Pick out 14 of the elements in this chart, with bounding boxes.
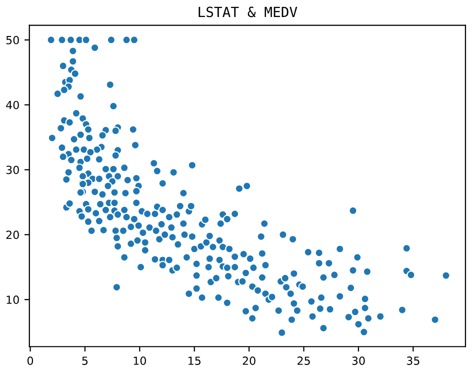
y-tick-label: 20 [6, 230, 19, 240]
chart-title: LSTAT & MEDV [198, 6, 298, 18]
y-tick-label: 50 [6, 36, 19, 44]
x-tick-label: 25 [298, 356, 310, 365]
x-tick-label: 30 [352, 356, 365, 365]
x-tick-label: 35 [406, 356, 420, 365]
x-tick-label: 0 [27, 356, 34, 365]
y-tick-label: 10 [6, 296, 19, 304]
x-tick-label: 15 [188, 356, 200, 365]
y-tick-label: 30 [6, 166, 19, 174]
y-tick-label: 40 [6, 100, 19, 110]
x-tick-label: 5 [82, 356, 88, 365]
x-tick-label: 10 [134, 356, 146, 365]
x-tick-label: 20 [242, 356, 256, 365]
